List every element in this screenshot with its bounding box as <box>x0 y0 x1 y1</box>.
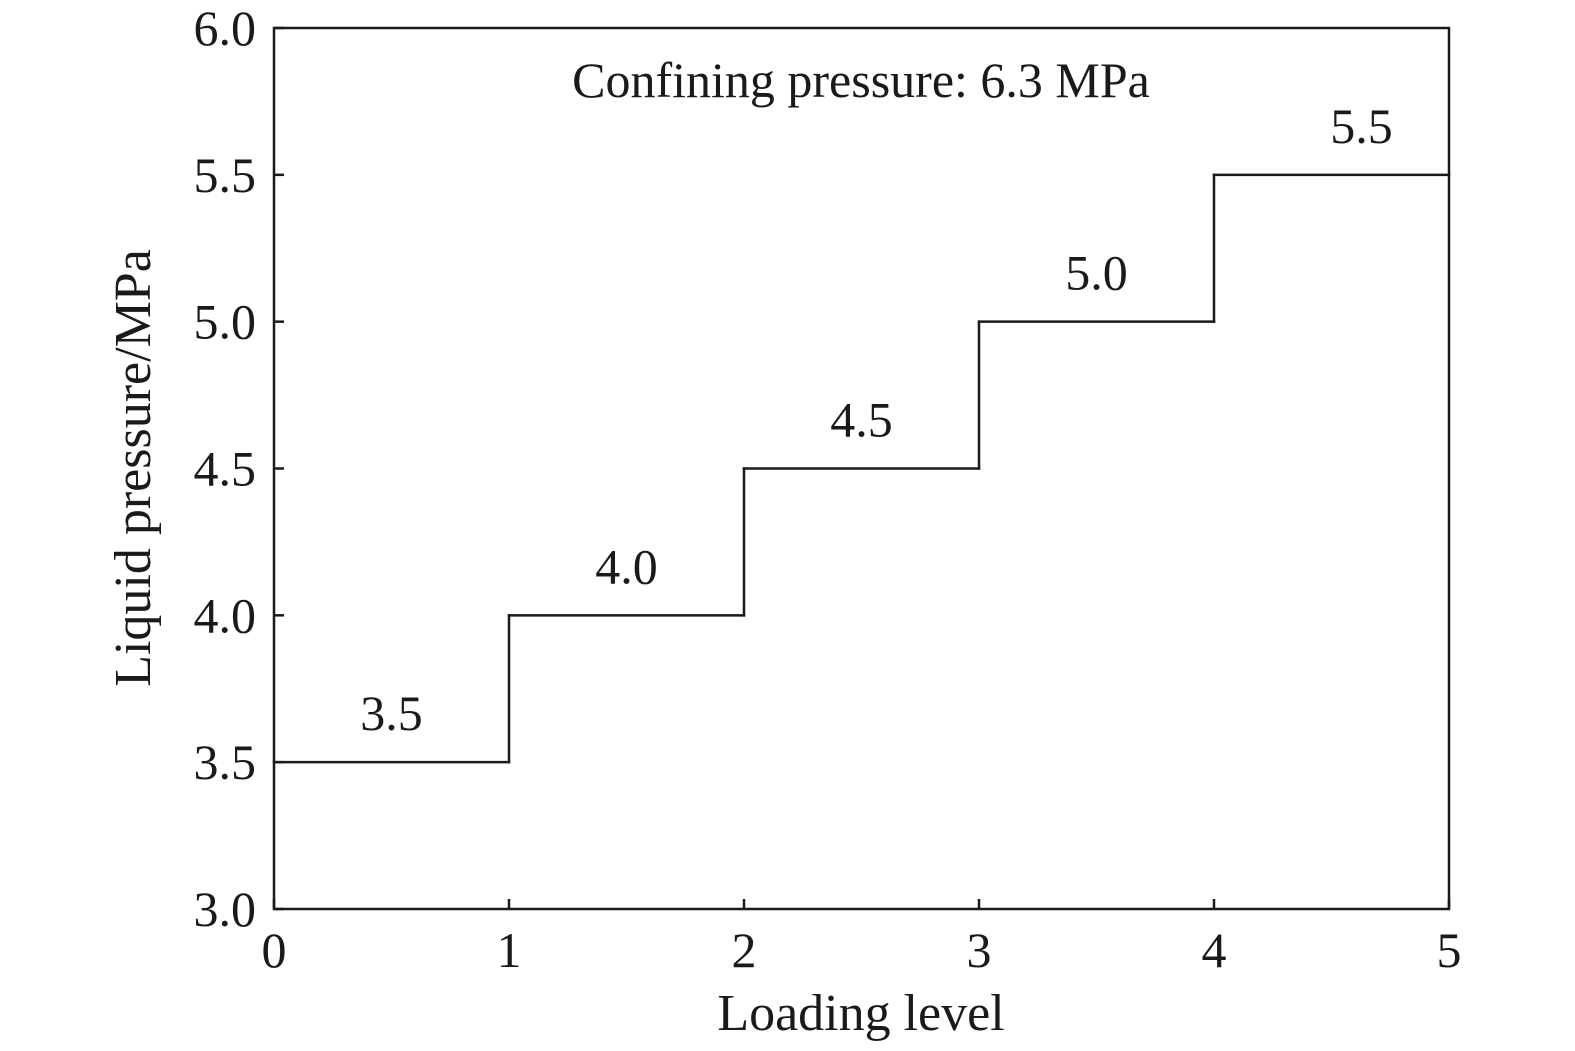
step-value-label: 4.0 <box>595 538 658 594</box>
y-axis-ticks: 3.0 3.5 4.0 4.5 5.0 5.5 6.0 <box>194 0 284 937</box>
y-tick-label: 5.0 <box>194 294 257 350</box>
step-value-label: 3.5 <box>360 685 423 741</box>
y-tick-label: 4.0 <box>194 587 257 643</box>
y-tick-label: 5.5 <box>194 147 257 203</box>
y-tick-label: 6.0 <box>194 0 257 56</box>
x-axis-label: Loading level <box>717 985 1004 1042</box>
y-axis-label: Liquid pressure/MPa <box>105 249 162 687</box>
x-tick-label: 4 <box>1202 922 1227 978</box>
x-tick-label: 1 <box>497 922 522 978</box>
y-tick-label: 4.5 <box>194 441 257 497</box>
step-labels: 3.5 4.0 4.5 5.0 5.5 <box>360 98 1393 741</box>
x-axis-ticks: 0 1 2 3 4 5 <box>262 899 1462 978</box>
step-value-label: 5.5 <box>1330 98 1393 154</box>
x-tick-label: 2 <box>732 922 757 978</box>
y-tick-label: 3.0 <box>194 881 257 937</box>
chart-annotation: Confining pressure: 6.3 MPa <box>572 52 1150 108</box>
x-tick-label: 5 <box>1437 922 1462 978</box>
x-tick-label: 0 <box>262 922 287 978</box>
x-tick-label: 3 <box>967 922 992 978</box>
series-layer <box>272 173 1451 764</box>
step-value-label: 4.5 <box>830 392 893 448</box>
y-tick-label: 3.5 <box>194 734 257 790</box>
step-value-label: 5.0 <box>1065 245 1128 301</box>
